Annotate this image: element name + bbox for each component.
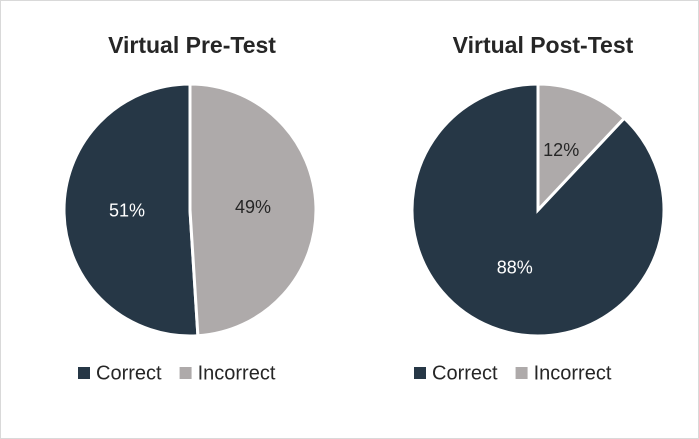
legend-label: Correct <box>96 362 162 384</box>
data-label: 51% <box>109 201 145 221</box>
legend-swatch <box>515 367 528 379</box>
pie-slice <box>188 82 318 338</box>
pie-slice <box>410 82 666 338</box>
legend-swatch <box>414 367 426 379</box>
chart-title: Virtual Post-Test <box>453 32 634 58</box>
chart-title: Virtual Pre-Test <box>108 32 276 58</box>
legend-label: Incorrect <box>534 362 612 384</box>
legend-label: Correct <box>432 362 498 384</box>
data-label: 88% <box>497 257 533 277</box>
pie-slice <box>536 82 627 214</box>
legend-label: Incorrect <box>198 362 276 384</box>
legend-swatch <box>179 367 192 379</box>
data-label: 12% <box>543 140 579 160</box>
legend-swatch <box>78 367 90 379</box>
data-label: 49% <box>235 197 271 217</box>
pie-slice <box>62 82 200 338</box>
